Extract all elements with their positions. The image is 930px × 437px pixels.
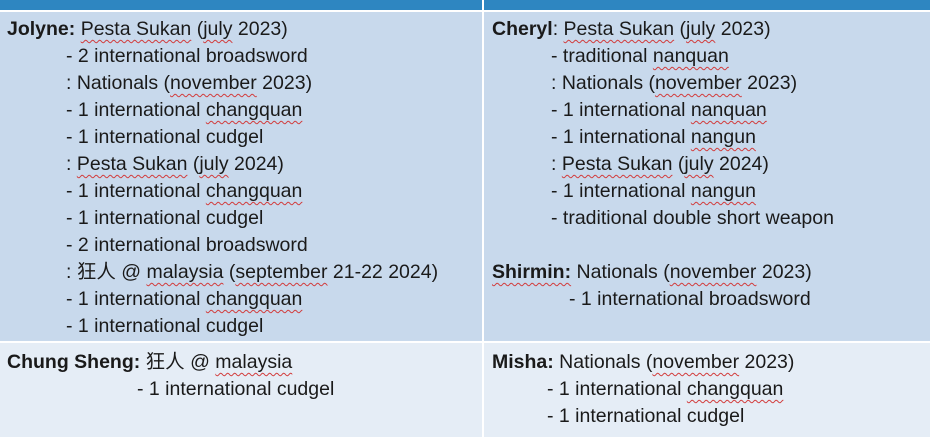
jolyne-line-6: - 1 international changquan — [66, 180, 303, 202]
cheryl-name: Cheryl — [492, 18, 553, 40]
cell-chungsheng — [0, 343, 482, 437]
misha-name: Misha: — [492, 351, 554, 373]
cheryl-line-7: - traditional double short weapon — [551, 207, 834, 229]
header-bar-left — [0, 0, 482, 10]
jolyne-line-0: Jolyne: Pesta Sukan (july 2023) — [7, 18, 288, 40]
jolyne-name: Jolyne: — [7, 18, 76, 40]
jolyne-line-8: - 2 international broadsword — [66, 234, 308, 256]
jolyne-line-9: : 狂人 @ malaysia (september 21-22 2024) — [66, 261, 439, 283]
jolyne-line-2: : Nationals (november 2023) — [66, 72, 313, 94]
misha-line-2: - 1 international cudgel — [547, 405, 745, 427]
chungsheng-name: Chung Sheng: — [7, 351, 141, 373]
cheryl-line-5: : Pesta Sukan (july 2024) — [551, 153, 769, 175]
jolyne-line-5: : Pesta Sukan (july 2024) — [66, 153, 284, 175]
cheryl-line-6: - 1 international nangun — [551, 180, 756, 202]
jolyne-line-1: - 2 international broadsword — [66, 45, 308, 67]
chungsheng-line-0: Chung Sheng: 狂人 @ malaysia — [7, 351, 293, 373]
shirmin-name: Shirmin: — [492, 261, 572, 283]
cheryl-line-1: - traditional nanquan — [551, 45, 729, 67]
chungsheng-line-1: - 1 international cudgel — [137, 378, 335, 400]
jolyne-line-11: - 1 international cudgel — [66, 315, 264, 337]
header-bar-right — [484, 0, 930, 10]
jolyne-line-10: - 1 international changquan — [66, 288, 303, 310]
shirmin-line-1: - 1 international broadsword — [569, 288, 811, 310]
misha-line-1: - 1 international changquan — [547, 378, 784, 400]
cheryl-line-0: Cheryl: Pesta Sukan (july 2023) — [492, 18, 771, 40]
cheryl-line-4: - 1 international nangun — [551, 126, 756, 148]
jolyne-line-3: - 1 international changquan — [66, 99, 303, 121]
shirmin-line-0: Shirmin: Nationals (november 2023) — [492, 261, 812, 283]
cell-cheryl-shirmin — [484, 12, 930, 341]
cell-misha — [484, 343, 930, 437]
misha-line-0: Misha: Nationals (november 2023) — [492, 351, 795, 373]
cheryl-line-3: - 1 international nanquan — [551, 99, 767, 121]
jolyne-line-7: - 1 international cudgel — [66, 207, 264, 229]
cheryl-line-2: : Nationals (november 2023) — [551, 72, 798, 94]
cell-jolyne — [0, 12, 482, 341]
jolyne-line-4: - 1 international cudgel — [66, 126, 264, 148]
